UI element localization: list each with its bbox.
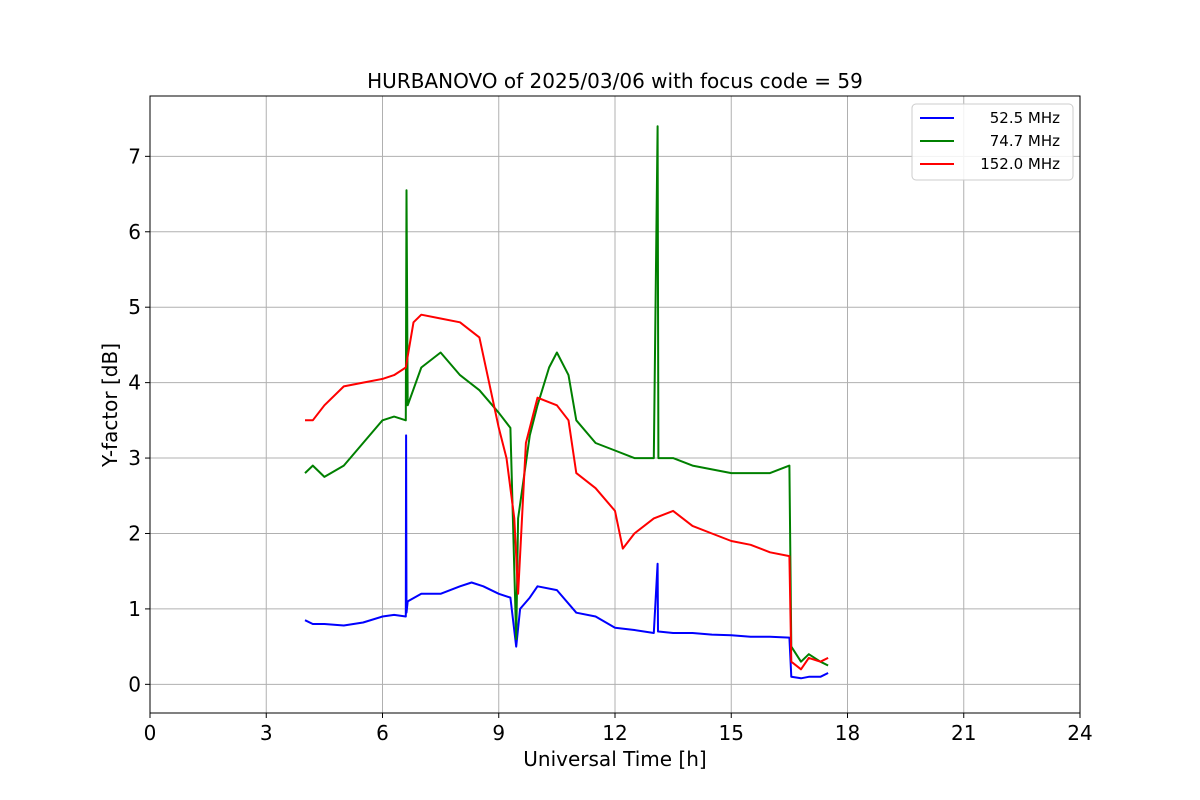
y-axis-label: Y-factor [dB] <box>98 343 122 468</box>
x-tick-label: 9 <box>492 721 505 745</box>
x-tick-label: 21 <box>951 721 976 745</box>
series-line-0 <box>304 434 829 680</box>
legend-label-0: 52.5 MHz <box>990 109 1060 127</box>
legend-label-1: 74.7 MHz <box>990 132 1060 150</box>
y-tick-label: 0 <box>128 672 141 696</box>
x-tick-label: 0 <box>144 721 157 745</box>
y-tick-label: 2 <box>128 521 141 545</box>
x-tick-label: 12 <box>602 721 627 745</box>
x-axis-label: Universal Time [h] <box>523 747 706 771</box>
x-tick-label: 24 <box>1067 721 1092 745</box>
y-tick-label: 4 <box>128 371 141 395</box>
legend-label-2: 152.0 MHz <box>980 155 1060 173</box>
series-line-2 <box>305 313 829 671</box>
y-tick-label: 5 <box>128 295 141 319</box>
legend-box <box>911 103 1074 181</box>
x-tick-label: 3 <box>260 721 273 745</box>
y-tick-label: 3 <box>128 446 141 470</box>
series-line-1 <box>304 125 829 667</box>
x-tick-label: 6 <box>376 721 389 745</box>
x-tick-label: 18 <box>835 721 860 745</box>
x-tick-label: 15 <box>719 721 744 745</box>
series-layer <box>304 125 829 680</box>
y-tick-label: 1 <box>128 597 141 621</box>
y-tick-label: 7 <box>128 144 141 168</box>
y-tick-label: 6 <box>128 220 141 244</box>
legend: 52.5 MHz 74.7 MHz 152.0 MHz <box>911 103 1074 181</box>
chart-title: HURBANOVO of 2025/03/06 with focus code … <box>367 69 863 93</box>
